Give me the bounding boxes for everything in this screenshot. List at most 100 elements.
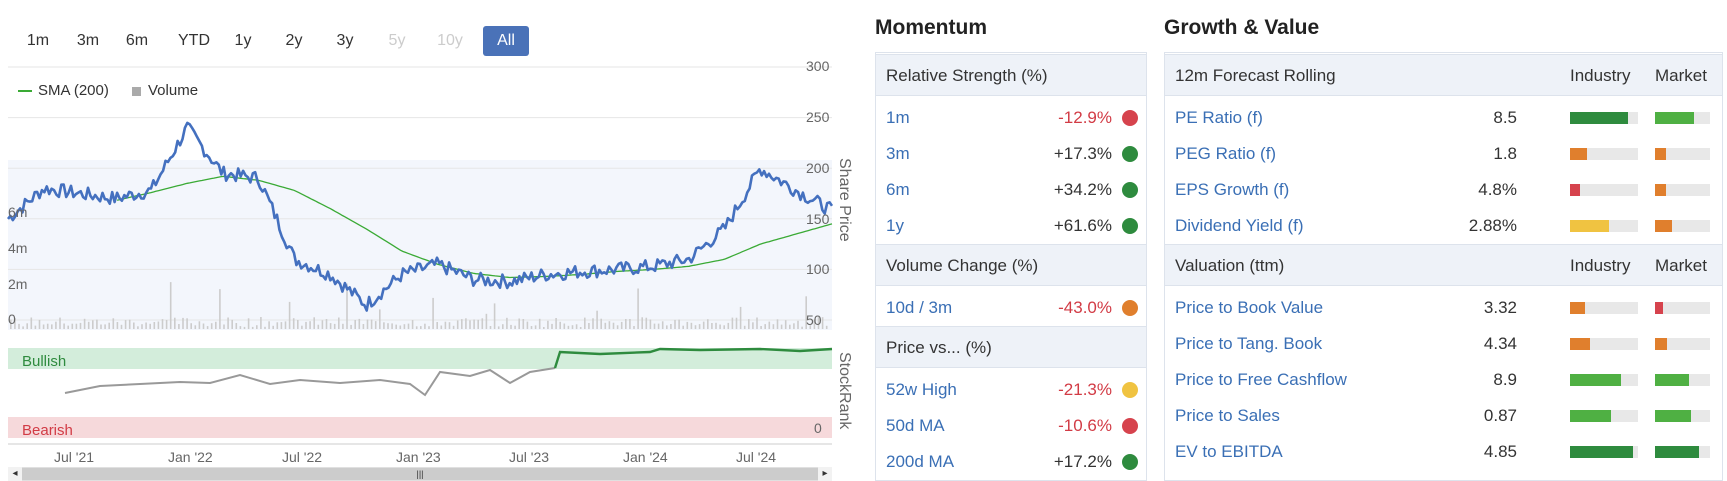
volume-bar <box>165 320 168 329</box>
momentum-metric-link[interactable]: 3m <box>886 144 910 163</box>
volume-bar <box>305 321 307 329</box>
momentum-row: 3m +17.3% <box>876 136 1146 172</box>
volume-bar <box>731 317 734 329</box>
range-button-5y: 5y <box>388 32 406 49</box>
volume-bar <box>174 317 176 329</box>
time-tick-label: Jul '21 <box>54 449 95 465</box>
volume-bar <box>748 319 750 329</box>
market-percentile-bar <box>1655 302 1710 314</box>
metric-link[interactable]: Price to Tang. Book <box>1175 334 1323 353</box>
volume-bar <box>247 318 250 329</box>
volume-bar <box>756 317 758 329</box>
range-button-1m[interactable]: 1m <box>26 32 50 49</box>
metric-link[interactable]: PE Ratio (f) <box>1175 108 1263 127</box>
volume-bar <box>768 321 771 329</box>
momentum-metric-link[interactable]: 52w High <box>886 380 957 399</box>
volume-bar <box>79 322 82 329</box>
range-button-3y[interactable]: 3y <box>336 32 354 49</box>
scroll-right-arrow-icon[interactable]: ▸ <box>818 467 832 481</box>
volume-bar <box>764 324 766 329</box>
growth-value-row: PEG Ratio (f) 1.8 <box>1165 136 1722 172</box>
volume-bar <box>346 283 348 329</box>
metric-link[interactable]: Dividend Yield (f) <box>1175 216 1304 235</box>
volume-bar <box>411 320 414 329</box>
volume-bar <box>403 324 406 329</box>
volume-bar <box>780 324 783 329</box>
volume-bar <box>182 317 184 329</box>
momentum-row: 10d / 3m -43.0% <box>876 290 1146 326</box>
metric-link[interactable]: PEG Ratio (f) <box>1175 144 1277 163</box>
chart-navigator-scrollbar[interactable]: ◂ ||| ▸ <box>8 467 832 481</box>
volume-bar <box>493 303 496 329</box>
stock-chart[interactable]: 1m 3m 6m YTD 1y 2y 3y 5y 10y All SMA (200) Volume… <box>0 0 853 481</box>
volume-bar <box>530 326 533 329</box>
momentum-metric-link[interactable]: 1y <box>886 216 904 235</box>
growth-value-section-header: Valuation (ttm) Industry Market <box>1165 244 1722 286</box>
metric-link[interactable]: EV to EBITDA <box>1175 442 1283 461</box>
momentum-metric-link[interactable]: 1m <box>886 108 910 127</box>
range-button-1y[interactable]: 1y <box>234 32 252 49</box>
volume-bar <box>366 319 369 329</box>
volume-bar <box>715 322 717 329</box>
growth-value-panel: 12m Forecast Rolling Industry Market PE Rat… <box>1164 52 1723 481</box>
industry-percentile-bar <box>1570 338 1638 350</box>
volume-bar <box>743 325 746 329</box>
industry-percentile-bar-fill <box>1570 148 1587 160</box>
industry-percentile-bar <box>1570 148 1638 160</box>
legend-volume[interactable]: Volume <box>132 82 198 99</box>
volume-bar <box>538 318 541 329</box>
status-dot-icon <box>1122 110 1138 126</box>
stockrank-zero-tick: 0 <box>814 420 822 436</box>
volume-bar <box>338 317 340 329</box>
range-button-all[interactable]: All <box>483 26 529 56</box>
legend-volume-label: Volume <box>148 82 199 99</box>
section-header-label: Relative Strength (%) <box>886 66 1048 85</box>
volume-bar <box>231 319 233 329</box>
range-button-6m[interactable]: 6m <box>125 32 149 49</box>
volume-bar <box>711 323 713 329</box>
time-tick-label: Jan '22 <box>168 449 213 465</box>
metric-link[interactable]: Price to Sales <box>1175 406 1280 425</box>
volume-bar <box>354 320 356 329</box>
volume-bar <box>510 324 512 329</box>
momentum-metric-link[interactable]: 10d / 3m <box>886 298 953 317</box>
volume-bar <box>194 325 197 329</box>
volume-bar <box>256 325 258 329</box>
volume-bar <box>223 324 225 329</box>
bearish-band <box>8 417 832 438</box>
legend-sma[interactable]: SMA (200) <box>18 82 109 99</box>
range-button-3m[interactable]: 3m <box>76 32 100 49</box>
volume-bar <box>112 318 115 329</box>
volume-bar <box>670 324 672 329</box>
volume-bar <box>821 317 824 329</box>
volume-bar <box>350 324 352 329</box>
growth-value-row: PE Ratio (f) 8.5 <box>1165 100 1722 136</box>
momentum-metric-link[interactable]: 50d MA <box>886 416 945 435</box>
price-tick-label: 150 <box>806 211 830 227</box>
share-price-line <box>6 121 834 312</box>
volume-bar <box>563 323 566 329</box>
scroll-thumb[interactable]: ||| <box>22 468 818 480</box>
metric-link[interactable]: Price to Free Cashflow <box>1175 370 1347 389</box>
volume-bar <box>817 317 820 329</box>
momentum-metric-link[interactable]: 200d MA <box>886 452 955 471</box>
volume-bar <box>592 318 594 329</box>
metric-value: 1.8 <box>1493 144 1517 163</box>
metric-value: 3.32 <box>1483 298 1517 317</box>
volume-bar <box>96 319 98 329</box>
volume-bar <box>526 321 529 329</box>
volume-bar <box>100 324 102 329</box>
volume-bar <box>461 319 463 329</box>
range-button-ytd[interactable]: YTD <box>178 32 210 49</box>
range-button-2y[interactable]: 2y <box>285 32 303 49</box>
volume-bar <box>387 323 389 329</box>
momentum-metric-link[interactable]: 6m <box>886 180 910 199</box>
metric-link[interactable]: Price to Book Value <box>1175 298 1324 317</box>
metric-link[interactable]: EPS Growth (f) <box>1175 180 1290 199</box>
scroll-left-arrow-icon[interactable]: ◂ <box>8 467 22 481</box>
volume-bar <box>702 321 705 329</box>
price-tick-label: 100 <box>806 261 830 277</box>
volume-bar <box>407 323 410 329</box>
volume-bar <box>641 317 643 329</box>
growth-value-row: EPS Growth (f) 4.8% <box>1165 172 1722 208</box>
